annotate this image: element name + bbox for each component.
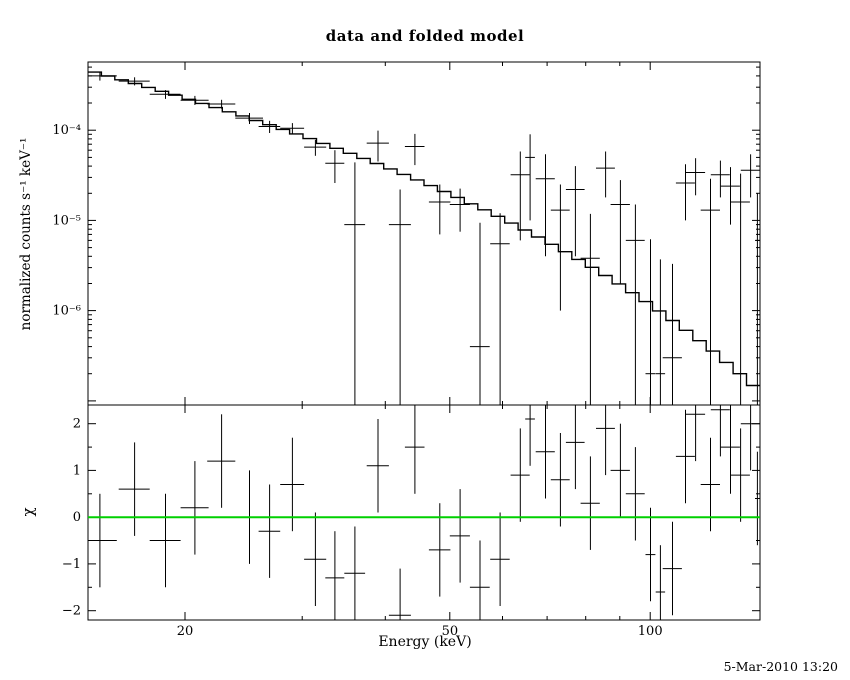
spectrum-data-points bbox=[88, 71, 760, 405]
svg-text:20: 20 bbox=[177, 624, 194, 639]
x-axis-label: Energy (keV) bbox=[378, 634, 472, 650]
svg-text:−1: −1 bbox=[62, 557, 81, 572]
axes-box bbox=[87, 61, 761, 621]
tick-labels: 20 50 100 10⁻⁴ 10⁻⁵ 10⁻⁶ −2 −1 0 1 2 bbox=[52, 123, 662, 639]
model-step-line bbox=[88, 71, 760, 387]
svg-text:1: 1 bbox=[73, 463, 81, 478]
tick-marks bbox=[88, 62, 760, 620]
timestamp: 5-Mar-2010 13:20 bbox=[723, 659, 838, 674]
svg-text:50: 50 bbox=[442, 624, 459, 639]
plot-title: data and folded model bbox=[325, 27, 525, 45]
svg-text:2: 2 bbox=[73, 417, 81, 432]
model-histogram bbox=[88, 71, 760, 387]
svg-text:100: 100 bbox=[638, 624, 663, 639]
svg-text:10⁻⁶: 10⁻⁶ bbox=[52, 304, 81, 319]
svg-text:10⁻⁴: 10⁻⁴ bbox=[52, 123, 81, 138]
svg-text:−2: −2 bbox=[62, 604, 81, 619]
residual-data-points bbox=[88, 405, 760, 620]
svg-text:0: 0 bbox=[73, 510, 81, 525]
svg-text:10⁻⁵: 10⁻⁵ bbox=[52, 213, 81, 228]
